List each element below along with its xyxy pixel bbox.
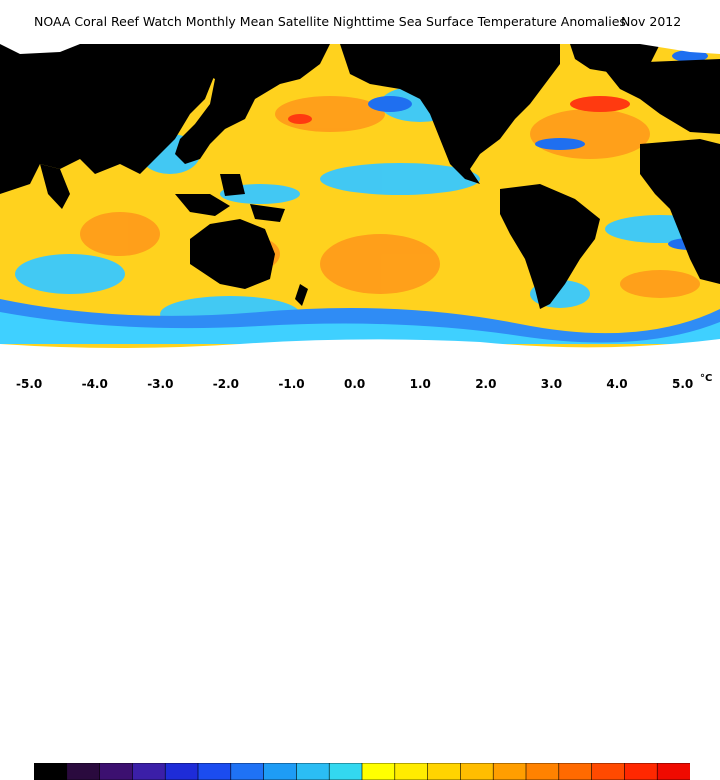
europe-land	[600, 59, 720, 134]
legend-swatch	[296, 763, 330, 780]
legend-swatch	[164, 763, 199, 780]
legend-swatch	[591, 763, 626, 780]
map-title: NOAA Coral Reef Watch Monthly Mean Satel…	[34, 14, 626, 29]
southern-ocean-band-cool	[0, 312, 720, 344]
legend-tick-label: 0.0	[344, 377, 366, 391]
legend: -5.0 -4.0 -3.0 -2.0 -1.0 0.0 1.0 2.0 3.0 4.0 5.0 °C	[0, 371, 720, 780]
legend-swatch	[132, 763, 167, 780]
new-zealand-land	[295, 284, 308, 306]
legend-swatch	[328, 763, 363, 780]
legend-swatch	[361, 763, 396, 780]
arctic-ice	[0, 44, 720, 54]
new-guinea-land	[250, 204, 285, 222]
legend-swatch	[66, 763, 101, 780]
borneo-land	[220, 174, 245, 196]
indonesia-land	[175, 194, 230, 216]
legend-swatch	[230, 763, 265, 780]
eurasia-west-land	[0, 44, 215, 194]
legend-swatch	[197, 763, 232, 780]
north-america-land	[340, 44, 560, 184]
legend-tick-label: 1.0	[409, 377, 431, 391]
legend-swatch	[394, 763, 429, 780]
legend-swatch	[460, 763, 494, 780]
legend-tick-label: -1.0	[278, 377, 305, 391]
legend-swatch	[99, 763, 134, 780]
arabia-india-land	[40, 164, 70, 209]
antarctic-ice	[0, 339, 720, 371]
legend-swatch	[263, 763, 298, 780]
legend-swatch	[492, 763, 527, 780]
legend-tick-label: 2.0	[475, 377, 497, 391]
legend-swatch	[558, 763, 593, 780]
legend-tick-label: -2.0	[212, 377, 240, 391]
legend-unit-label: °C	[700, 373, 713, 384]
legend-swatch	[656, 763, 690, 780]
title-bar: NOAA Coral Reef Watch Monthly Mean Satel…	[0, 0, 720, 44]
legend-tick-label: -4.0	[81, 377, 108, 391]
legend-tick-label: 5.0	[672, 377, 694, 391]
legend-swatch	[34, 763, 68, 780]
legend-swatch	[525, 763, 560, 780]
australia-land	[190, 219, 275, 289]
legend-tick-label: 4.0	[606, 377, 628, 391]
africa-land	[640, 139, 720, 284]
land-masses	[0, 44, 720, 309]
legend-colorbar	[34, 763, 690, 780]
legend-tick-label: -3.0	[147, 377, 174, 391]
legend-swatch	[427, 763, 462, 780]
sst-anomaly-map	[0, 44, 720, 371]
legend-swatch	[624, 763, 659, 780]
asia-east-land	[150, 44, 330, 164]
legend-tick-label: 3.0	[540, 377, 563, 391]
legend-tick-label: -5.0	[16, 377, 43, 391]
south-america-land	[500, 184, 600, 309]
map-date: Nov 2012	[621, 14, 682, 29]
